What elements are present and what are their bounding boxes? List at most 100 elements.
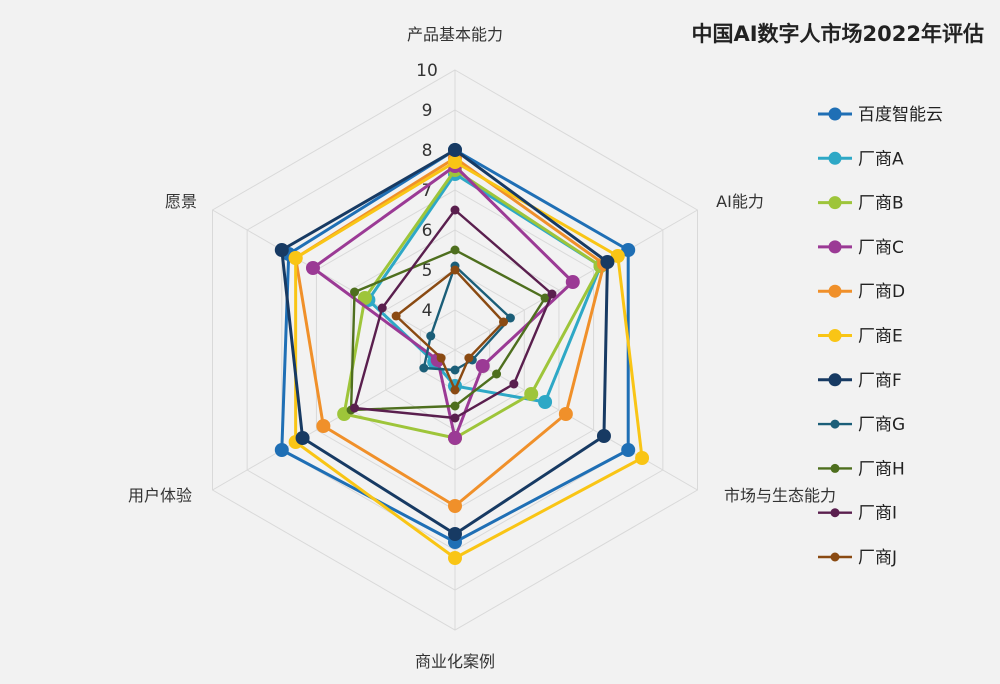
legend-marker <box>828 373 842 387</box>
data-point <box>621 243 636 257</box>
series-5 <box>288 155 650 565</box>
data-point <box>274 243 289 257</box>
data-point <box>558 407 573 421</box>
data-point <box>419 363 429 373</box>
legend-label: 厂商B <box>858 194 904 214</box>
legend-marker <box>828 240 842 254</box>
legend-marker <box>830 419 840 429</box>
axis-spoke <box>212 349 456 491</box>
series-10 <box>391 265 508 395</box>
legend-marker <box>830 552 840 562</box>
r-tick-label: 6 <box>422 221 433 241</box>
legend-label: 厂商E <box>858 327 903 347</box>
data-point <box>450 365 460 375</box>
data-point <box>448 431 462 445</box>
grid-layer <box>212 69 698 631</box>
data-point <box>426 331 436 341</box>
legend-label: 百度智能云 <box>858 105 943 125</box>
series-3 <box>305 159 580 445</box>
data-point <box>316 419 331 433</box>
legend-label: 厂商A <box>858 149 904 169</box>
data-point <box>475 359 490 373</box>
axis-label: AI能力 <box>716 192 764 211</box>
legend-marker <box>828 196 842 210</box>
data-point <box>350 403 360 413</box>
data-point <box>295 431 310 445</box>
legend-item: 厂商H <box>818 459 905 479</box>
data-point <box>391 311 401 321</box>
data-point <box>305 261 320 275</box>
axis-label: 市场与生态能力 <box>724 486 836 505</box>
legend-label: 厂商I <box>858 504 897 524</box>
series-layer <box>274 143 650 565</box>
data-point <box>450 265 460 275</box>
series-8 <box>346 245 550 415</box>
data-point <box>498 317 508 327</box>
data-point <box>509 379 519 389</box>
series-line <box>394 268 505 392</box>
data-point <box>448 527 462 541</box>
legend-item: 厂商J <box>818 548 897 568</box>
series-6 <box>274 143 615 541</box>
data-point <box>600 255 615 269</box>
chart-title: 中国AI数字人市场2022年评估 <box>691 22 984 46</box>
legend-marker <box>830 463 840 473</box>
legend-marker <box>828 151 842 165</box>
legend-item: 厂商E <box>818 327 903 347</box>
legend-label: 厂商J <box>858 548 897 568</box>
data-point <box>448 155 462 169</box>
axis-label: 商业化案例 <box>415 652 495 671</box>
r-tick-label: 5 <box>422 261 433 281</box>
axis-label: 用户体验 <box>128 486 192 505</box>
data-point <box>524 387 539 401</box>
data-point <box>464 353 474 363</box>
data-point <box>450 413 460 423</box>
series-9 <box>350 205 557 423</box>
legend-marker <box>828 107 842 121</box>
data-point <box>547 289 557 299</box>
legend-item: 厂商C <box>818 238 904 258</box>
data-point <box>505 313 515 323</box>
r-tick-label: 9 <box>422 101 433 121</box>
legend-item: 厂商F <box>818 371 902 391</box>
r-tick-label: 7 <box>422 181 433 201</box>
data-point <box>635 451 650 465</box>
legend-label: 厂商G <box>858 415 905 435</box>
legend-label: 厂商C <box>858 238 904 258</box>
legend-item: 厂商B <box>818 194 904 214</box>
data-point <box>450 205 460 215</box>
axis-label: 产品基本能力 <box>407 25 503 44</box>
r-tick-label: 4 <box>422 301 433 321</box>
legend-marker <box>828 329 842 342</box>
legend-item: 厂商G <box>818 415 905 435</box>
data-point <box>540 293 550 303</box>
r-tick-label: 10 <box>416 61 438 81</box>
data-point <box>565 275 580 289</box>
legend-item: 厂商I <box>818 504 897 524</box>
legend-item: 百度智能云 <box>818 105 943 125</box>
data-point <box>538 395 553 409</box>
axis-label: 愿景 <box>165 192 197 211</box>
tick-labels: 4 5 6 7 8 9 10 <box>416 61 438 321</box>
data-point <box>357 291 372 305</box>
data-point <box>377 303 387 313</box>
data-point <box>436 353 446 363</box>
data-point <box>448 551 462 565</box>
data-point <box>448 143 462 157</box>
data-point <box>274 443 289 457</box>
legend-label: 厂商D <box>858 282 905 302</box>
r-tick-label: 8 <box>422 141 433 161</box>
data-point <box>288 251 303 265</box>
data-point <box>450 245 460 255</box>
data-point <box>450 401 460 411</box>
data-point <box>610 249 625 263</box>
legend-marker <box>830 508 840 518</box>
data-point <box>492 369 502 379</box>
legend-label: 厂商H <box>858 459 905 479</box>
data-point <box>448 499 462 513</box>
legend-item: 厂商D <box>818 282 905 302</box>
data-point <box>621 443 636 457</box>
